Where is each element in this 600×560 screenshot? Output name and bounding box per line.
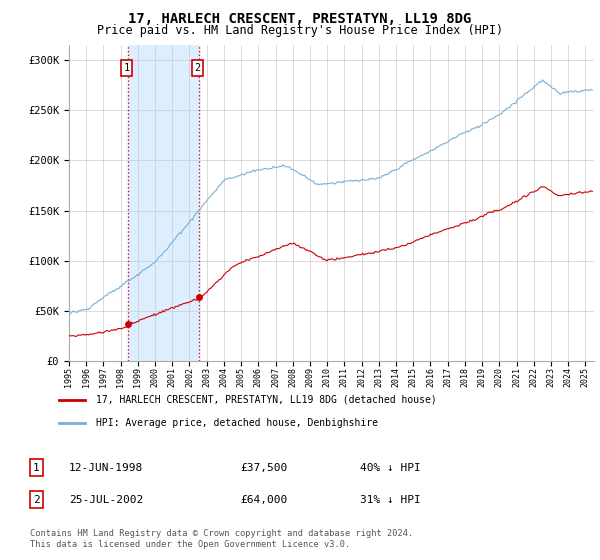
Text: Price paid vs. HM Land Registry's House Price Index (HPI): Price paid vs. HM Land Registry's House … <box>97 24 503 36</box>
Text: 17, HARLECH CRESCENT, PRESTATYN, LL19 8DG: 17, HARLECH CRESCENT, PRESTATYN, LL19 8D… <box>128 12 472 26</box>
Bar <box>128 45 199 361</box>
Text: 40% ↓ HPI: 40% ↓ HPI <box>360 463 421 473</box>
Text: 1: 1 <box>33 463 40 473</box>
Text: 17, HARLECH CRESCENT, PRESTATYN, LL19 8DG (detached house): 17, HARLECH CRESCENT, PRESTATYN, LL19 8D… <box>96 395 437 405</box>
Text: £37,500: £37,500 <box>240 463 287 473</box>
Text: 1: 1 <box>124 63 130 73</box>
Text: 2: 2 <box>33 494 40 505</box>
Text: 31% ↓ HPI: 31% ↓ HPI <box>360 494 421 505</box>
Text: £64,000: £64,000 <box>240 494 287 505</box>
Text: 12-JUN-1998: 12-JUN-1998 <box>69 463 143 473</box>
Text: HPI: Average price, detached house, Denbighshire: HPI: Average price, detached house, Denb… <box>96 418 378 428</box>
Text: 25-JUL-2002: 25-JUL-2002 <box>69 494 143 505</box>
Text: 2: 2 <box>194 63 201 73</box>
Text: Contains HM Land Registry data © Crown copyright and database right 2024.
This d: Contains HM Land Registry data © Crown c… <box>30 529 413 549</box>
